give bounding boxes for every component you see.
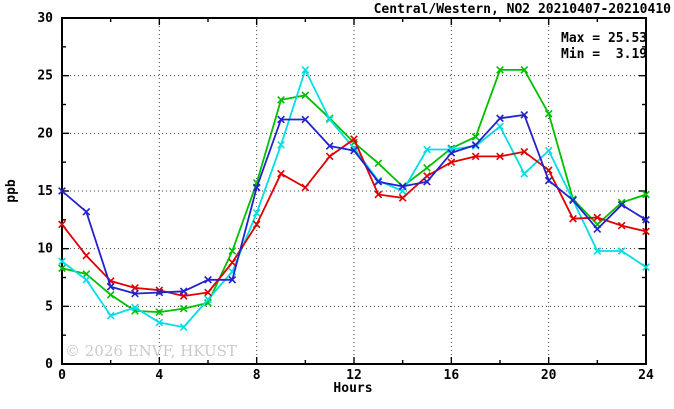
min-annotation: Min = 3.19 (561, 47, 647, 62)
series-blue-markers (58, 111, 650, 298)
axis-ticks (61, 17, 647, 365)
series-red (58, 135, 650, 300)
x-tick-label: 4 (155, 368, 163, 383)
x-tick-label: 8 (253, 368, 261, 383)
y-tick-label: 30 (37, 11, 53, 26)
max-annotation: Max = 25.53 (561, 31, 647, 46)
series-red-markers (58, 135, 650, 300)
x-tick-label: 12 (346, 368, 362, 383)
watermark: © 2026 ENVF, HKUST (65, 342, 237, 360)
chart-title: Central/Western, NO2 20210407-20210410 (374, 2, 672, 17)
x-tick-label: 16 (444, 368, 460, 383)
x-axis-label: Hours (333, 381, 372, 396)
y-tick-label: 5 (45, 299, 53, 314)
y-tick-label: 20 (37, 126, 53, 141)
x-tick-label: 20 (541, 368, 557, 383)
y-axis-label: ppb (4, 179, 19, 203)
plot-generated-layer: 0 4 8 12 16 20 24 0 5 10 15 20 25 30 (37, 11, 654, 383)
y-tick-label: 0 (45, 357, 53, 372)
y-tick-label: 25 (37, 69, 53, 84)
y-tick-label: 10 (37, 242, 53, 257)
series-blue (58, 111, 650, 298)
tick-labels: 0 4 8 12 16 20 24 0 5 10 15 20 25 30 (37, 11, 654, 383)
series-green (58, 66, 650, 316)
x-tick-label: 24 (638, 368, 654, 383)
x-tick-label: 0 (58, 368, 66, 383)
y-tick-label: 15 (37, 184, 53, 199)
